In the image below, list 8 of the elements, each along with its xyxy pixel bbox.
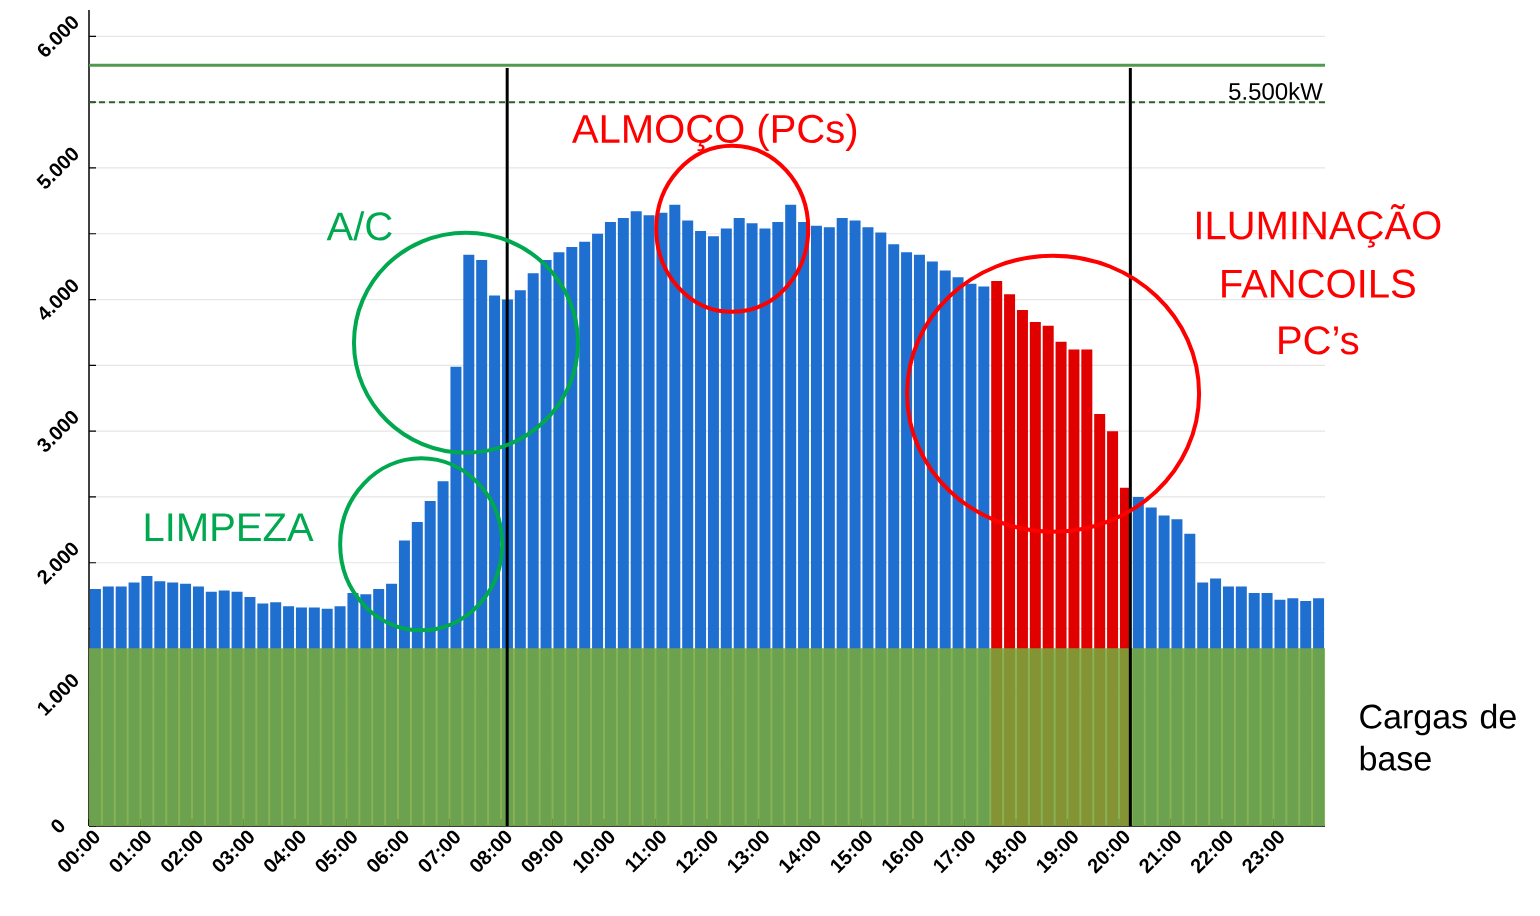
- annotation: ILUMINAÇÃO: [1197, 204, 1441, 248]
- ref-line-label: 5.500kW: [1229, 82, 1323, 100]
- annotation: A/C: [326, 211, 392, 241]
- annotation: LIMPEZA: [145, 513, 314, 541]
- annotation: FANCOILS: [1222, 269, 1415, 298]
- annotation: ALMOÇO (PCs): [571, 113, 857, 152]
- band-label: Cargas de base: [1360, 703, 1516, 771]
- annotation: PC’s: [1279, 326, 1359, 355]
